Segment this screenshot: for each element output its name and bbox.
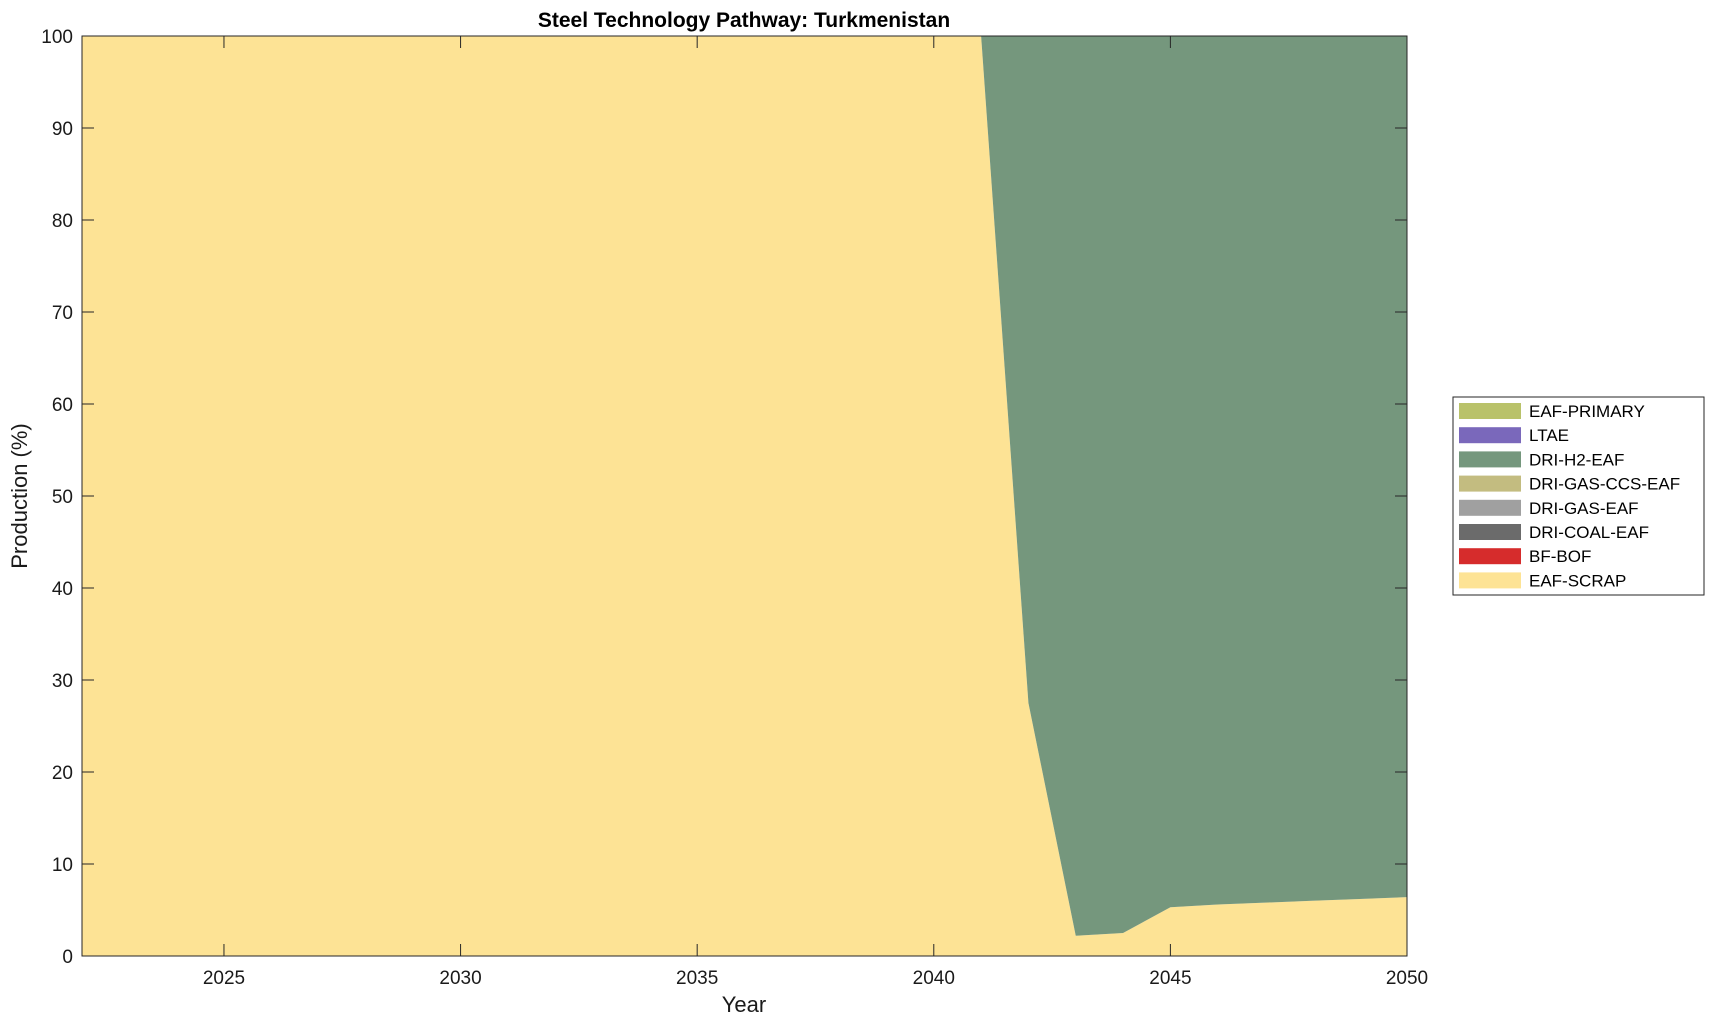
x-tick-label: 2040 [913,968,955,989]
area-dri-h2-eaf [82,36,1407,936]
legend-label-dri-coal-eaf: DRI-COAL-EAF [1529,523,1649,542]
legend-label-ltae: LTAE [1529,426,1569,445]
legend: EAF-PRIMARY LTAE DRI-H2-EAF DRI-GAS-CCS-EAF… [1452,396,1705,596]
legend-swatch-dri-coal-eaf [1459,524,1521,540]
legend-swatch-eaf-primary [1459,403,1521,419]
legend-label-eaf-primary: EAF-PRIMARY [1529,402,1645,421]
y-tick-label: 0 [62,947,73,968]
legend-label-dri-gas-eaf: DRI-GAS-EAF [1529,499,1639,518]
x-tick-label: 2035 [676,968,718,989]
x-tick-label: 2030 [439,968,481,989]
legend-swatch-dri-gas-ccs-eaf [1459,475,1521,492]
y-tick-label: 60 [52,395,73,416]
legend-swatch-ltae [1459,427,1521,444]
x-tick-label: 2045 [1149,968,1191,989]
y-tick-label: 20 [52,763,73,784]
legend-label-bf-bof: BF-BOF [1529,547,1591,566]
y-tick-label: 70 [52,303,73,324]
area-eaf-scrap [82,36,1407,956]
x-tick-label: 2050 [1386,968,1428,989]
legend-label-dri-h2-eaf: DRI-H2-EAF [1529,450,1624,469]
legend-swatch-bf-bof [1459,548,1521,565]
y-tick-label: 50 [52,487,73,508]
x-tick-label: 2025 [203,968,245,989]
y-axis-label: Production (%) [7,423,32,569]
x-axis-label: Year [722,992,766,1017]
y-tick-label: 10 [52,855,73,876]
y-tick-label: 90 [52,119,73,140]
legend-swatch-eaf-scrap [1459,572,1521,589]
legend-label-eaf-scrap: EAF-SCRAP [1529,571,1626,590]
chart-title: Steel Technology Pathway: Turkmenistan [538,9,950,32]
y-tick-label: 30 [52,671,73,692]
axis-ticks: 2025 2030 2035 2040 2045 20500102030405060708… [41,27,1428,989]
area-layers [82,36,1407,956]
y-tick-label: 100 [41,27,73,48]
legend-swatch-dri-h2-eaf [1459,451,1521,468]
legend-swatch-dri-gas-eaf [1459,499,1521,516]
y-tick-label: 40 [52,579,73,600]
y-tick-label: 80 [52,211,73,232]
legend-label-dri-gas-ccs-eaf: DRI-GAS-CCS-EAF [1529,475,1680,494]
